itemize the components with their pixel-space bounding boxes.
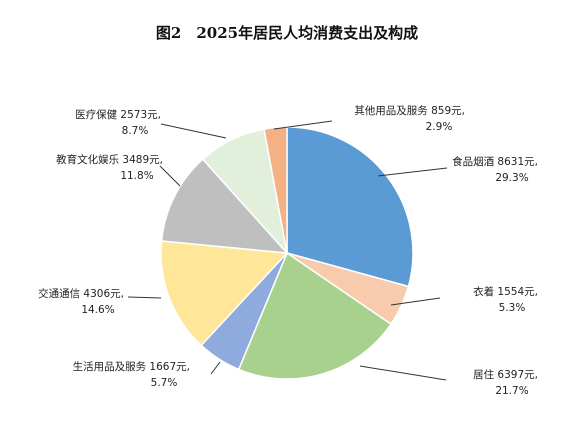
leader-lines (127, 120, 448, 381)
leader-line-生活用品及服务 (210, 361, 221, 375)
leader-line-食品烟酒 (377, 167, 448, 177)
slice-label-医疗保健: 医疗保健 2573元, (75, 108, 161, 121)
slice-label-其他用品及服务: 其他用品及服务 859元, (354, 104, 465, 117)
leader-line-居住 (359, 365, 447, 381)
pie-slices (160, 126, 414, 380)
leader-line-其他用品及服务 (273, 120, 333, 130)
pie-slice-交通通信 (160, 240, 289, 347)
slice-percent-生活用品及服务: 5.7% (151, 377, 178, 389)
slice-percent-交通通信: 14.6% (81, 304, 114, 316)
leader-line-交通通信 (127, 296, 162, 299)
slice-percent-医疗保健: 8.7% (122, 125, 149, 137)
leader-line-教育文化娱乐 (159, 165, 181, 187)
slice-percent-衣着: 5.3% (499, 302, 526, 314)
chart-title: 图2 2025年居民人均消费支出及构成 (156, 24, 418, 42)
slice-percent-居住: 21.7% (495, 385, 528, 397)
leader-line-衣着 (390, 297, 441, 306)
slice-label-交通通信: 交通通信 4306元, (38, 287, 124, 300)
slice-label-生活用品及服务: 生活用品及服务 1667元, (73, 360, 190, 373)
slice-percent-食品烟酒: 29.3% (495, 172, 528, 184)
slice-label-教育文化娱乐: 教育文化娱乐 3489元, (56, 153, 163, 166)
slice-percent-其他用品及服务: 2.9% (426, 121, 453, 133)
slice-label-食品烟酒: 食品烟酒 8631元, (452, 155, 538, 168)
pie-slice-教育文化娱乐 (160, 158, 289, 254)
pie-slice-居住 (237, 251, 393, 380)
pie-slice-食品烟酒 (286, 126, 414, 288)
slice-label-衣着: 衣着 1554元, (473, 285, 538, 298)
slice-label-居住: 居住 6397元, (473, 368, 538, 381)
slice-percent-教育文化娱乐: 11.8% (120, 170, 153, 182)
leader-line-医疗保健 (160, 123, 227, 139)
slice-labels: 食品烟酒 8631元, 29.3% 衣着 1554元, 5.3% 居住 6397元, 21… (38, 104, 538, 397)
